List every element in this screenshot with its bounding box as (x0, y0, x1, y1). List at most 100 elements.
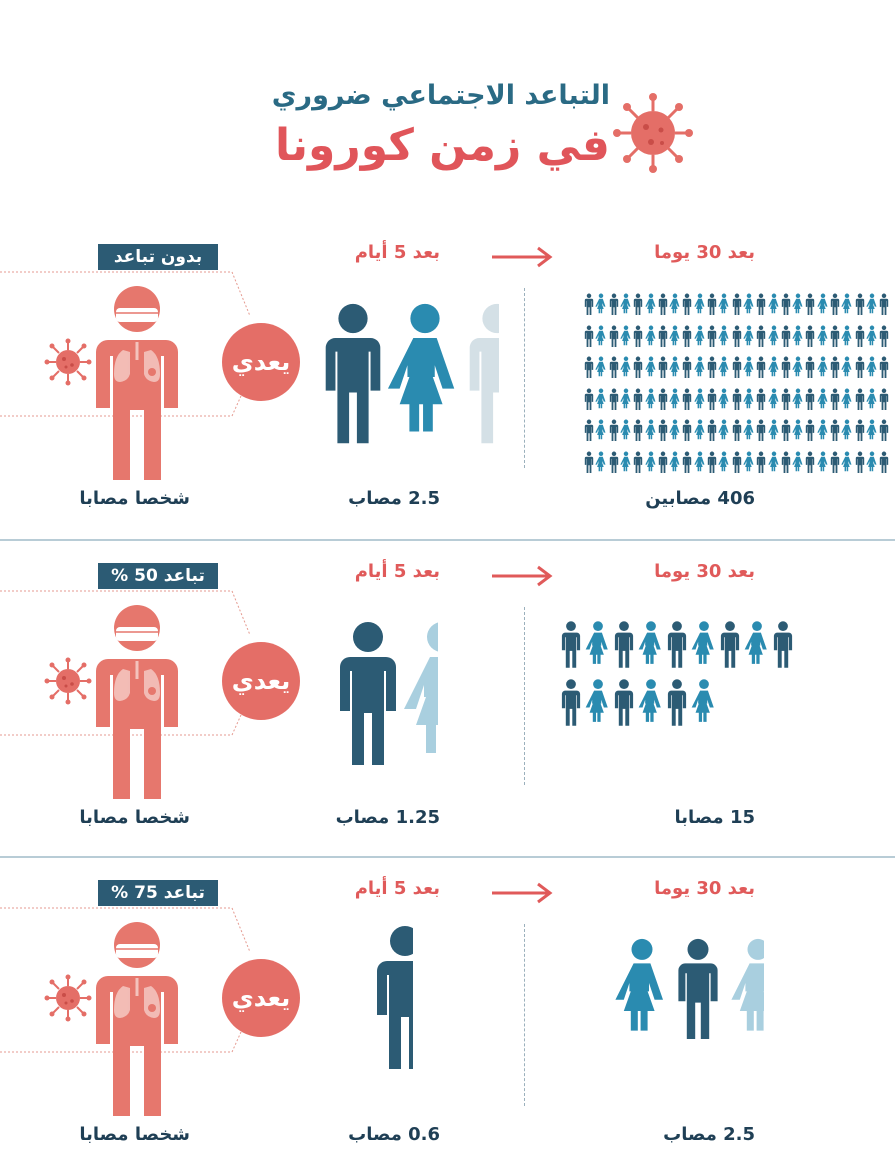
person-icon (841, 388, 852, 408)
infected-person-figure (96, 605, 178, 799)
arrow-icon (492, 246, 553, 268)
person-icon (620, 356, 631, 377)
person-icon (841, 356, 852, 377)
person-icon (678, 938, 718, 1039)
person-icon (806, 419, 815, 441)
person-icon (620, 325, 631, 345)
person-icon (830, 356, 840, 378)
distancing-badge: تباعد 75 % (98, 880, 218, 906)
person-icon (732, 419, 741, 441)
person-icon (767, 388, 778, 408)
person-figure-woman (386, 290, 464, 460)
person-icon (732, 451, 741, 473)
person-icon (609, 451, 618, 473)
person-icon (866, 325, 877, 345)
person-icon (584, 325, 594, 347)
distancing-badge: بدون تباعد (98, 244, 218, 270)
person-icon (816, 356, 828, 377)
person-icon (683, 356, 692, 378)
person-icon (841, 419, 852, 440)
person-icon (718, 388, 729, 408)
person-icon (669, 388, 680, 408)
person-icon (781, 325, 790, 347)
person-icon (644, 451, 655, 471)
person-icon (806, 293, 815, 315)
after-30-days-caption: 15 مصابا (674, 807, 756, 828)
person-icon (781, 451, 790, 473)
person-figure-partial (365, 915, 413, 1083)
person-icon (781, 293, 790, 315)
person-icon (855, 356, 864, 378)
person-icon (620, 419, 631, 440)
person-icon (756, 419, 766, 441)
person-icon (683, 451, 692, 473)
person-icon (756, 293, 766, 315)
person-icon (633, 451, 643, 473)
person-icon (841, 325, 852, 345)
person-icon (718, 356, 729, 377)
person-icon (707, 419, 717, 441)
person-icon (707, 388, 717, 410)
person-icon (830, 325, 840, 347)
person-icon (816, 388, 828, 408)
person-icon (595, 419, 606, 440)
person-icon (707, 293, 717, 315)
person-figure-partial (402, 610, 438, 780)
person-icon (744, 621, 767, 664)
patient-caption: شخصا مصابا (79, 1124, 190, 1145)
person-icon (767, 356, 778, 377)
person-icon (792, 388, 803, 408)
person-icon (792, 293, 803, 314)
person-icon (620, 451, 631, 471)
after-5-days-heading: بعد 5 أيام (354, 561, 440, 582)
after-30-days-heading: بعد 30 يوما (654, 242, 755, 263)
person-icon (792, 419, 803, 440)
after-30-days-caption: 2.5 مصاب (663, 1124, 755, 1145)
person-icon (614, 621, 634, 668)
person-icon (806, 325, 815, 347)
person-icon (669, 356, 680, 377)
person-icon (693, 451, 705, 471)
person-icon (855, 419, 864, 441)
person-icon (855, 451, 864, 473)
person-icon (644, 419, 655, 440)
person-icon (669, 419, 680, 440)
person-icon (638, 679, 661, 722)
person-icon (743, 325, 754, 345)
person-icon (595, 293, 606, 314)
person-icon (658, 419, 667, 441)
virus-icon (613, 93, 693, 173)
person-icon (377, 926, 413, 1069)
person-icon (720, 621, 740, 668)
person-icon (585, 621, 608, 664)
person-icon (816, 419, 828, 440)
virus-icon (44, 657, 92, 705)
person-icon (691, 679, 714, 722)
person-icon (584, 293, 594, 315)
infected-person-figure (96, 286, 178, 480)
person-icon (732, 356, 741, 378)
person-icon (879, 325, 889, 347)
person-icon (756, 325, 766, 347)
person-icon (595, 388, 606, 408)
person-icon (830, 419, 840, 441)
person-icon (816, 325, 828, 345)
person-figure-man (670, 935, 726, 1045)
person-icon (609, 325, 618, 347)
person-icon (667, 621, 687, 668)
person-icon (718, 325, 729, 345)
person-icon (707, 356, 717, 378)
person-icon (658, 451, 667, 473)
person-icon (756, 388, 766, 410)
person-icon (620, 293, 631, 314)
person-icon (866, 451, 877, 471)
after-5-days-heading: بعد 5 أيام (354, 242, 440, 263)
person-icon (767, 419, 778, 440)
virus-icon (44, 338, 92, 386)
person-icon (325, 303, 381, 444)
person-icon (781, 356, 790, 378)
person-icon (658, 293, 667, 315)
person-icon (683, 293, 692, 315)
crowd-406 (583, 290, 889, 478)
person-icon (816, 451, 828, 471)
